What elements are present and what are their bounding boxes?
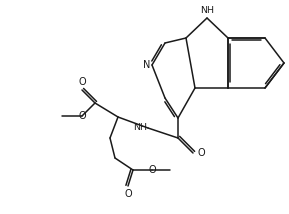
Text: NH: NH [133, 123, 147, 132]
Text: N: N [143, 60, 150, 70]
Text: O: O [197, 148, 205, 158]
Text: O: O [148, 165, 156, 175]
Text: O: O [78, 111, 86, 121]
Text: O: O [78, 77, 86, 87]
Text: O: O [124, 189, 132, 199]
Text: NH: NH [200, 6, 214, 15]
